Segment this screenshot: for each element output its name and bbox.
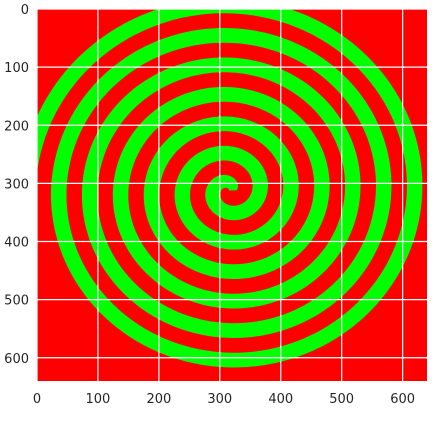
x-tick-label: 300 (207, 392, 232, 407)
y-tick-label: 100 (4, 61, 29, 76)
y-tick-label: 400 (4, 236, 29, 251)
x-axis: 0 100 200 300 400 500 600 (33, 392, 415, 407)
plot-area (36, 8, 427, 381)
spiral-band (37, 9, 423, 368)
y-tick-label: 300 (4, 177, 29, 192)
y-tick-label: 0 (21, 3, 29, 18)
y-tick-label: 200 (4, 119, 29, 134)
y-tick-label: 500 (4, 294, 29, 309)
x-tick-label: 500 (329, 392, 354, 407)
x-tick-label: 400 (268, 392, 293, 407)
y-axis: 0 100 200 300 400 500 600 (4, 3, 29, 367)
x-tick-label: 200 (146, 392, 171, 407)
y-tick-label: 600 (4, 352, 29, 367)
grid-lines (36, 8, 427, 381)
x-tick-label: 0 (33, 392, 41, 407)
x-tick-label: 100 (86, 392, 111, 407)
x-tick-label: 600 (390, 392, 415, 407)
